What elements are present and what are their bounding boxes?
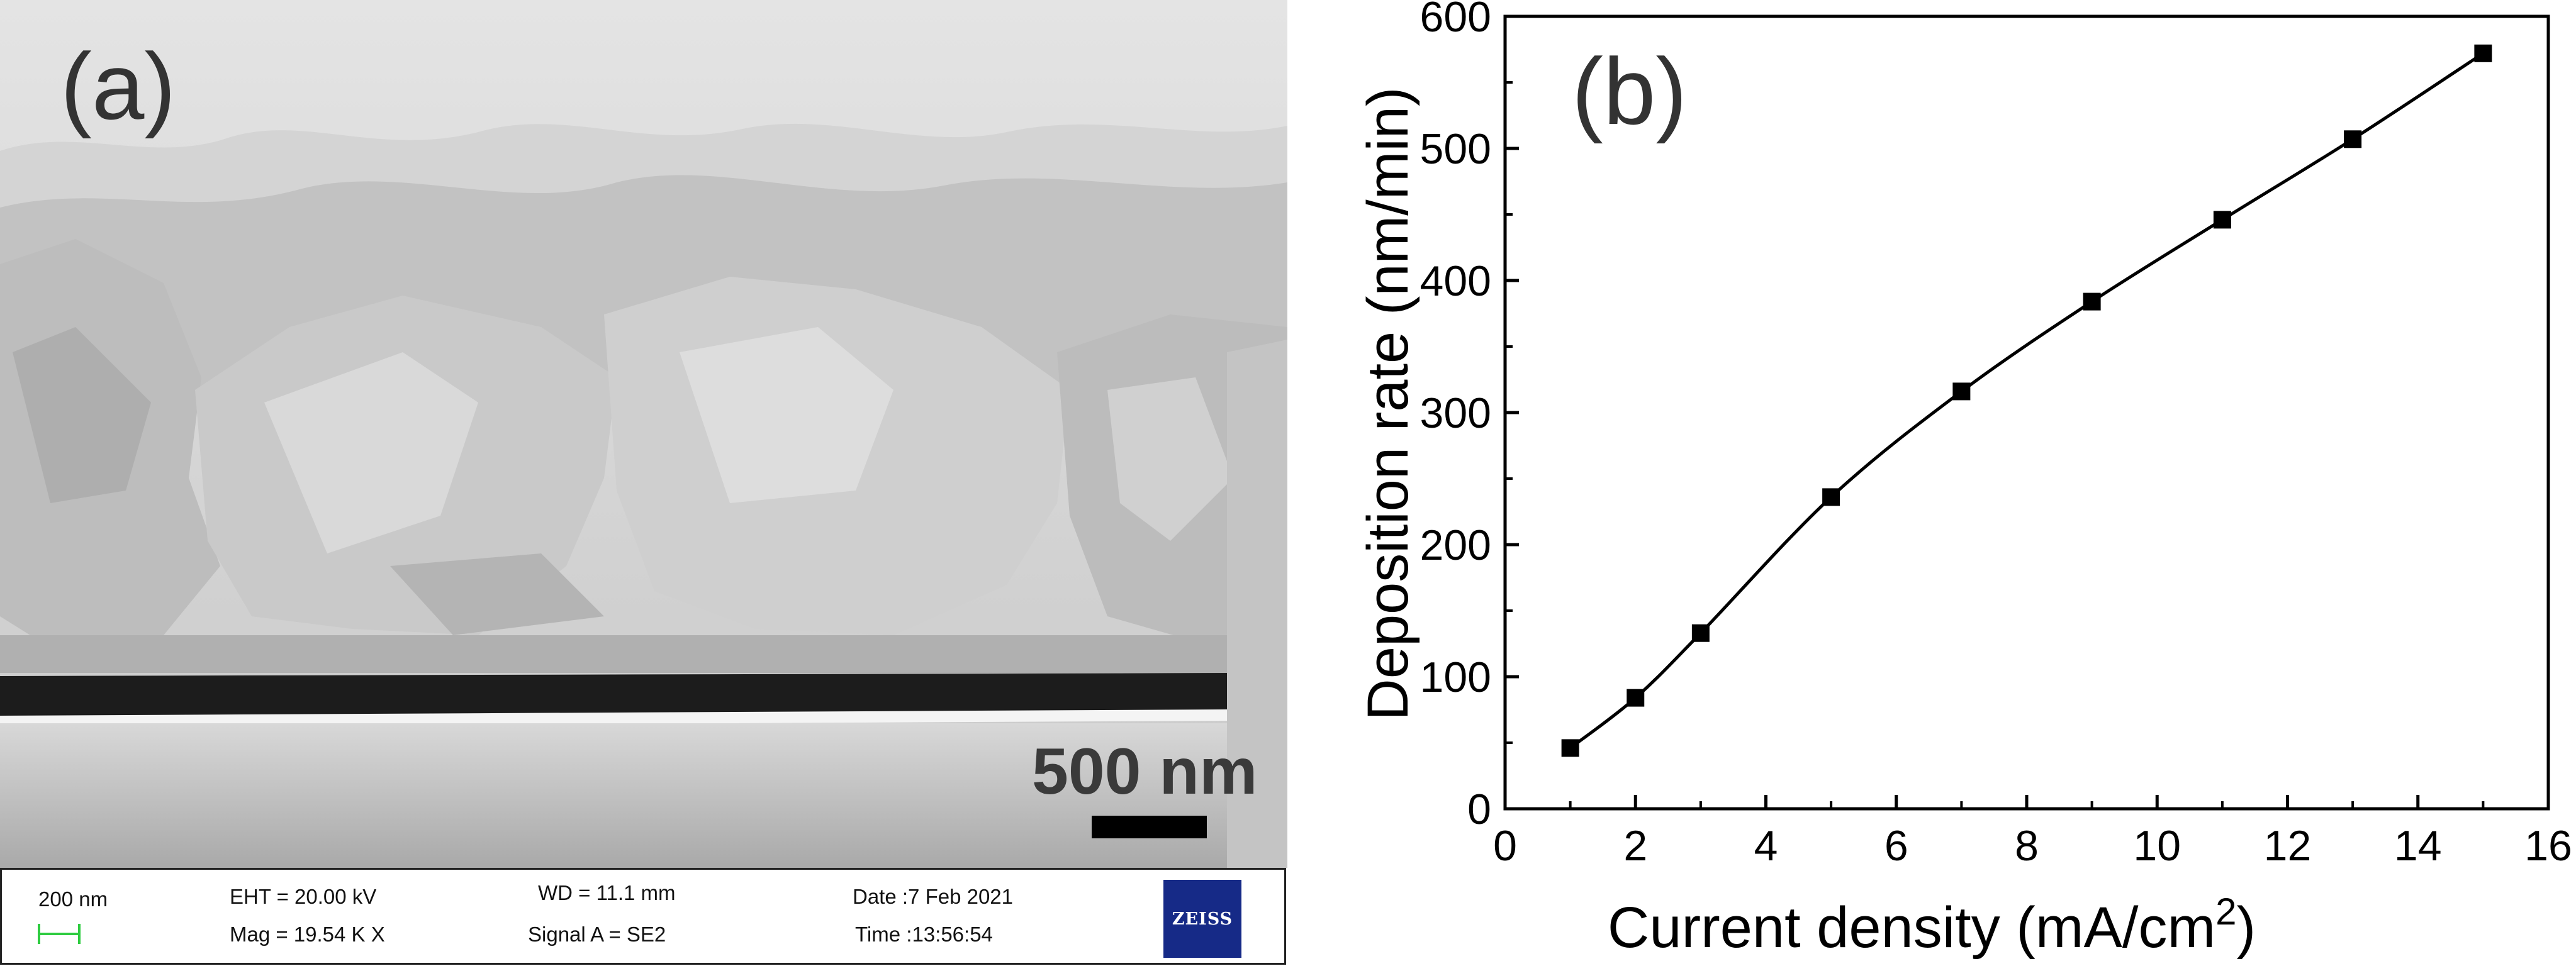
x-tick-label: 12 bbox=[2264, 822, 2312, 870]
data-point bbox=[2083, 292, 2101, 311]
y-tick-label: 500 bbox=[1420, 125, 1491, 173]
scale-bar bbox=[1092, 816, 1207, 838]
info-wd: WD = 11.1 mm bbox=[538, 881, 676, 904]
sem-micrograph-image bbox=[0, 0, 1287, 868]
data-point bbox=[1822, 488, 1840, 506]
sem-info-bar: 200 nm EHT = 20.00 kV Mag = 19.54 K X WD… bbox=[0, 868, 1286, 965]
data-point bbox=[2344, 130, 2362, 148]
x-axis-title-main: Current density (mA/cm bbox=[1608, 896, 2215, 960]
y-tick-label: 100 bbox=[1420, 653, 1491, 701]
y-tick-label: 400 bbox=[1420, 257, 1491, 305]
x-axis-title: Current density (mA/cm2) bbox=[1608, 891, 2256, 960]
data-point bbox=[1691, 624, 1710, 642]
x-tick-label: 2 bbox=[1623, 822, 1647, 870]
info-mag: Mag = 19.54 K X bbox=[230, 923, 385, 946]
scale-marker-icon bbox=[38, 924, 81, 944]
panel-a-label: (a) bbox=[60, 33, 176, 139]
x-tick-label: 10 bbox=[2133, 822, 2181, 870]
x-axis-title-superscript: 2 bbox=[2215, 891, 2236, 933]
x-tick-label: 4 bbox=[1754, 822, 1778, 870]
axes: 0 2 4 6 8 10 12 14 16 0 100 200 300 400 500 600 bbox=[1420, 0, 2572, 870]
zeiss-logo: ZEISS bbox=[1163, 880, 1241, 958]
info-time: Time :13:56:54 bbox=[855, 923, 993, 946]
x-tick-label: 8 bbox=[2015, 822, 2039, 870]
sem-micrograph-drawing bbox=[0, 0, 1287, 868]
data-point bbox=[2213, 211, 2231, 229]
data-point bbox=[1627, 689, 1645, 707]
panel-b-label: (b) bbox=[1572, 38, 1688, 144]
data-point bbox=[1561, 739, 1579, 757]
y-tick-label: 200 bbox=[1420, 521, 1491, 569]
x-tick-label: 14 bbox=[2394, 822, 2442, 870]
x-tick-label: 0 bbox=[1493, 822, 1517, 870]
zeiss-logo-text: ZEISS bbox=[1172, 909, 1233, 929]
info-signal: Signal A = SE2 bbox=[528, 923, 666, 946]
series-line bbox=[1569, 52, 2484, 750]
y-axis-title: Deposition rate (nm/min) bbox=[1356, 87, 1420, 720]
info-eht: EHT = 20.00 kV bbox=[230, 885, 377, 908]
x-tick-label: 6 bbox=[1884, 822, 1908, 870]
x-axis-title-suffix: ) bbox=[2236, 896, 2256, 960]
sem-panel: (a) 500 nm 200 nm EHT = 20.00 kV Mag = 1… bbox=[0, 0, 1287, 966]
info-scale-value: 200 nm bbox=[38, 887, 108, 911]
scale-bar-label: 500 nm bbox=[1032, 735, 1258, 808]
y-tick-label: 600 bbox=[1420, 0, 1491, 41]
x-tick-label: 16 bbox=[2524, 822, 2572, 870]
deposition-rate-chart: 0 2 4 6 8 10 12 14 16 0 100 200 300 400 500 600 Deposit… bbox=[1356, 0, 2572, 960]
series-group bbox=[1561, 44, 2492, 757]
chart-panel: 0 2 4 6 8 10 12 14 16 0 100 200 300 400 500 600 Deposit… bbox=[1296, 0, 2576, 966]
info-date: Date :7 Feb 2021 bbox=[853, 885, 1014, 908]
data-point bbox=[1952, 382, 1971, 401]
data-point bbox=[2474, 44, 2492, 62]
y-tick-label: 0 bbox=[1467, 786, 1491, 833]
y-tick-label: 300 bbox=[1420, 389, 1491, 437]
